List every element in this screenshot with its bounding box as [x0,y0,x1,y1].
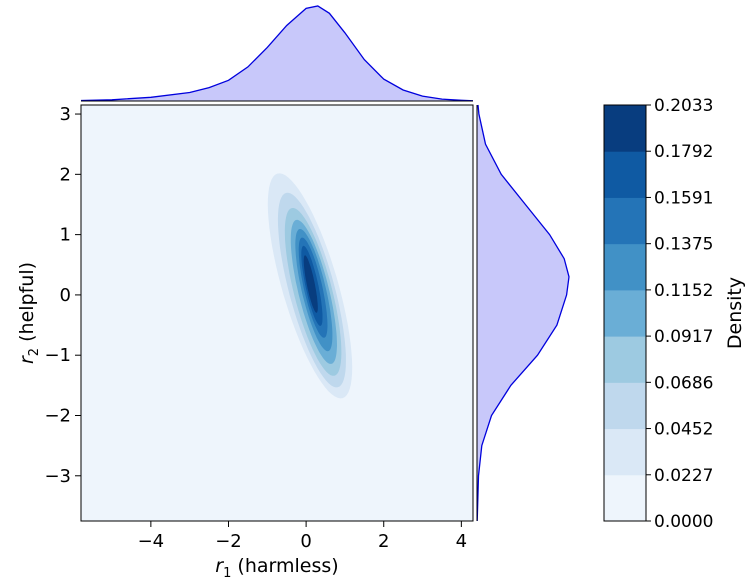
colorbar-band [604,151,646,198]
colorbar-tick-label: 0.2033 [654,96,713,116]
main-plot-area: −4 −2 0 2 4 −3 −2 −1 0 1 2 3 [44,104,474,552]
y-marginal-density-fill [477,105,569,521]
y-axis-label: r2 (helpful) [16,262,42,364]
colorbar-tick-label: 0.0686 [654,373,713,393]
right-marginal-plot [476,104,570,522]
density-contour-level-8 [303,255,318,313]
x-tick-label: 0 [300,531,311,552]
y-tick-label: 1 [60,225,71,246]
x-tick-label: −2 [215,531,242,552]
colorbar-tick-label: 0.1152 [654,281,713,301]
y-tick-label: −1 [44,345,71,366]
colorbar-band [604,428,646,476]
colorbar-tick-label: 0.0000 [654,512,713,532]
colorbar-label: Density [724,277,746,349]
colorbar-band [604,336,646,383]
y-marginal-density-line [476,104,570,522]
x-marginal-density-line [80,5,474,102]
x-marginal-density-fill [81,6,473,101]
colorbar-band [604,289,646,337]
y-tick-label: 2 [60,164,71,185]
colorbar-tick-label: 0.0452 [654,420,713,440]
plot-background [81,105,473,521]
colorbar-band [604,105,646,152]
colorbar-band [604,474,646,522]
plot-frame [80,104,474,522]
y-tick-label: −3 [44,466,71,487]
x-tick-label: 2 [378,531,389,552]
colorbar-band [604,197,646,245]
x-tick-label: 4 [456,531,467,552]
colorbar-frame [603,104,647,522]
y-tick-label: 3 [60,104,71,125]
y-tick-label: 0 [60,285,71,306]
colorbar: 0.0000 0.0227 0.0452 0.0686 0.0917 0.1152 0.13… [603,96,713,532]
colorbar-tick-label: 0.1591 [654,188,713,208]
colorbar-tick-label: 0.1375 [654,235,713,255]
colorbar-tick-label: 0.0917 [654,327,713,347]
x-axis-label: r1 (harmless) [215,555,338,581]
colorbar-tick-label: 0.0227 [654,466,713,486]
x-tick-label: −4 [138,531,165,552]
y-tick-label: −2 [44,405,71,426]
colorbar-band [604,382,646,430]
top-marginal-plot [80,5,474,102]
colorbar-band [604,243,646,291]
colorbar-tick-label: 0.1792 [654,142,713,162]
